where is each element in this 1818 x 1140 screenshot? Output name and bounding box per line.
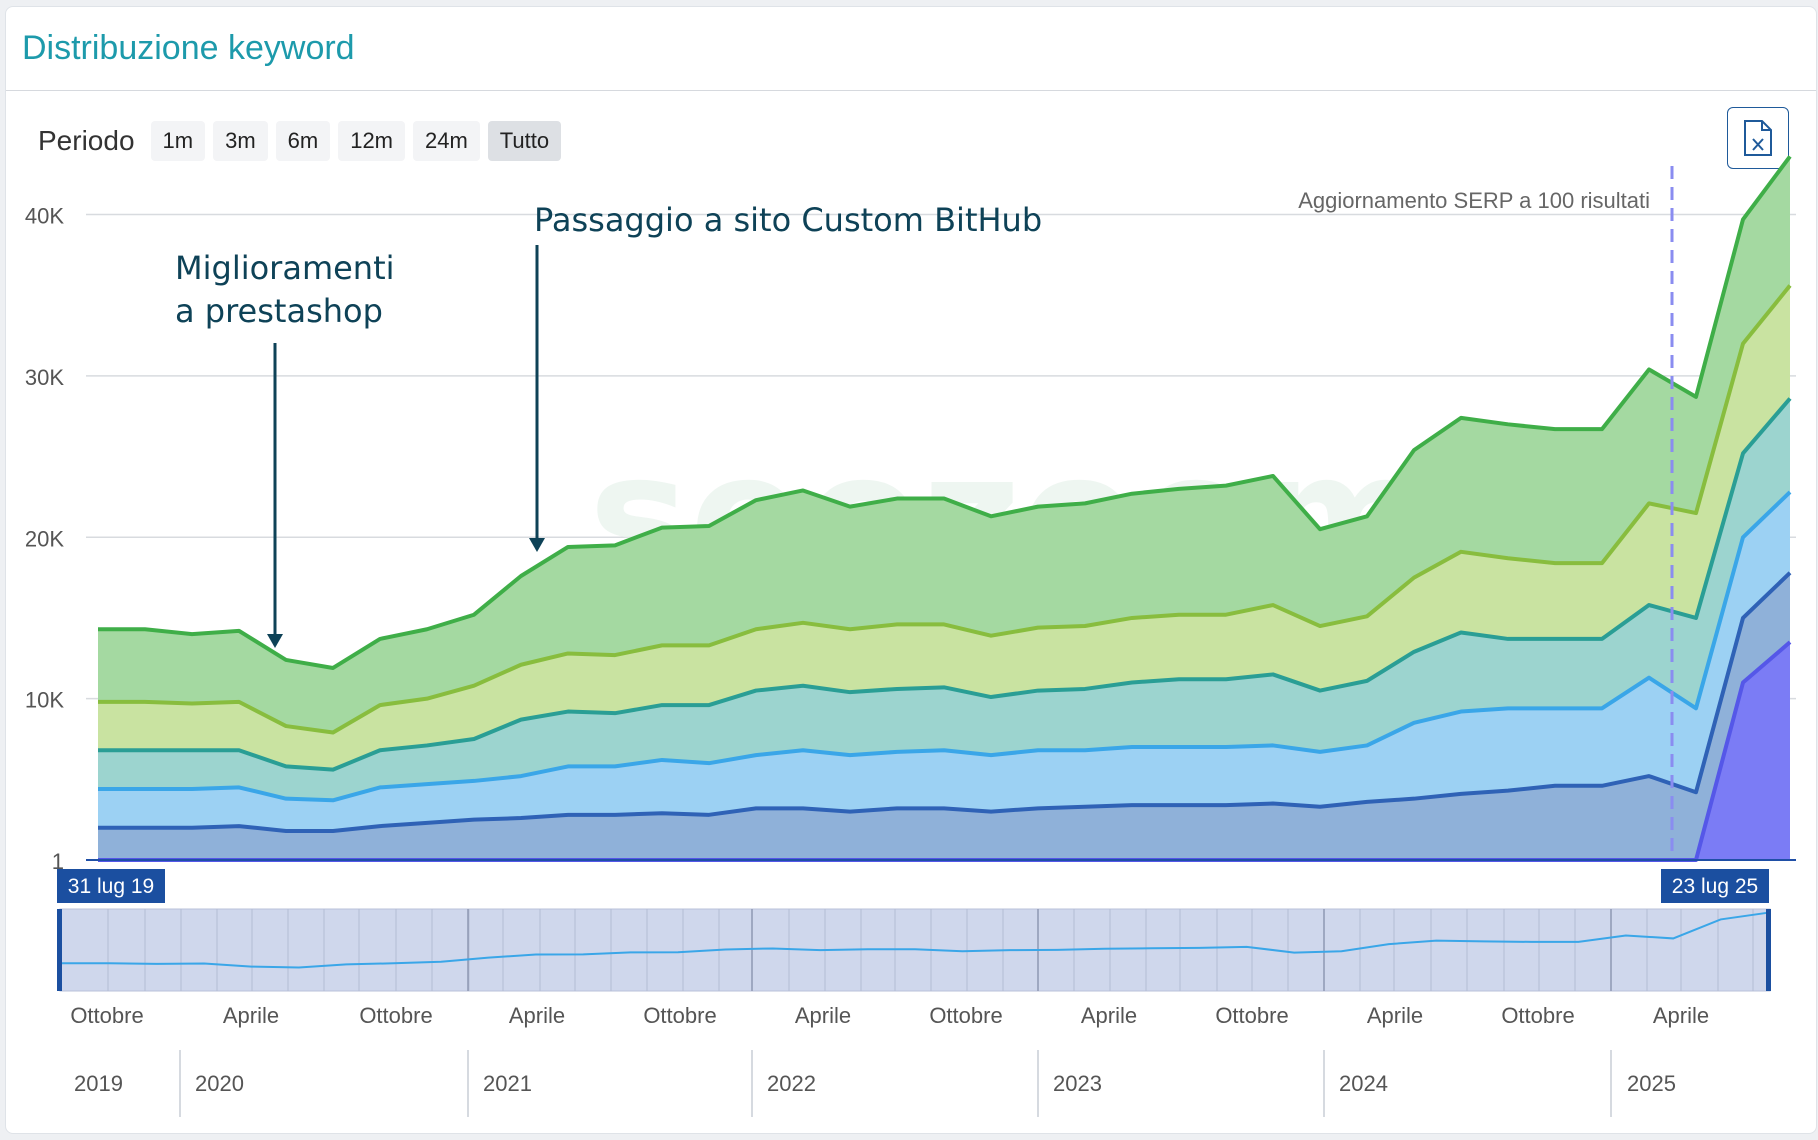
navigator-left-handle[interactable] <box>57 909 62 991</box>
month-tick-label: Aprile <box>1081 1003 1137 1028</box>
area-pos-31-50 <box>98 285 1790 770</box>
navigator-right-handle[interactable] <box>1766 909 1771 991</box>
year-tick-label: 2025 <box>1627 1071 1676 1096</box>
period-6m-button[interactable]: 6m <box>275 121 331 161</box>
period-all-button[interactable]: Tutto <box>487 121 562 161</box>
card-title: Distribuzione keyword <box>22 29 355 67</box>
month-tick-label: Ottobre <box>359 1003 432 1028</box>
month-tick-label: Ottobre <box>1501 1003 1574 1028</box>
navigator-end-label: 23 lug 25 <box>1672 875 1758 898</box>
navigator-start-label: 31 lug 19 <box>68 875 154 898</box>
period-selector: Periodo 1m 3m 6m 12m 24m Tutto <box>38 120 562 162</box>
series-line-2 <box>98 571 1792 833</box>
series-line-6 <box>98 155 1792 670</box>
area-pos-21-30 <box>98 398 1790 801</box>
serp-update-label: Aggiornamento SERP a 100 risultati <box>1298 188 1650 213</box>
year-tick-label: 2023 <box>1053 1071 1102 1096</box>
month-tick-label: Aprile <box>223 1003 279 1028</box>
year-tick-label: 2022 <box>767 1071 816 1096</box>
annotation-miglioramenti: Miglioramenti <box>175 249 395 287</box>
period-24m-button[interactable]: 24m <box>413 121 480 161</box>
y-tick-label: 40K <box>25 204 64 229</box>
month-tick-label: Aprile <box>1653 1003 1709 1028</box>
month-tick-label: Ottobre <box>643 1003 716 1028</box>
month-tick-label: Aprile <box>795 1003 851 1028</box>
month-tick-label: Aprile <box>509 1003 565 1028</box>
month-tick-label: Ottobre <box>70 1003 143 1028</box>
month-tick-label: Ottobre <box>929 1003 1002 1028</box>
navigator-end-badge <box>1661 869 1769 903</box>
excel-export-button[interactable] <box>1727 107 1789 169</box>
year-tick-label: 2020 <box>195 1071 244 1096</box>
year-tick-label: 2021 <box>483 1071 532 1096</box>
area-pos-4-10 <box>98 572 1790 860</box>
card-header: Distribuzione keyword <box>6 7 1816 91</box>
period-12m-button[interactable]: 12m <box>338 121 405 161</box>
period-1m-button[interactable]: 1m <box>150 121 206 161</box>
area-pos-51-100 <box>98 156 1790 733</box>
annotation-arrow-1-head <box>267 634 283 648</box>
month-tick-label: Aprile <box>1367 1003 1423 1028</box>
navigator-series-line <box>62 911 1769 969</box>
y-tick-label: 10K <box>25 688 64 713</box>
annotation-arrow-2-head <box>529 538 545 552</box>
series-line-3 <box>98 490 1792 803</box>
year-tick-label: 2024 <box>1339 1071 1388 1096</box>
y-tick-label: 20K <box>25 526 64 551</box>
month-tick-label: Ottobre <box>1215 1003 1288 1028</box>
series-line-4 <box>98 397 1792 772</box>
period-label: Periodo <box>38 125 135 156</box>
excel-export-icon <box>1744 120 1772 156</box>
annotation-passaggio-bithub: Passaggio a sito Custom BitHub <box>534 201 1042 239</box>
y-tick-label: 30K <box>25 365 64 390</box>
period-3m-button[interactable]: 3m <box>213 121 268 161</box>
annotation-prestashop: a prestashop <box>175 292 383 330</box>
series-line-5 <box>98 284 1792 735</box>
navigator-start-badge <box>57 869 165 903</box>
year-tick-label: 2019 <box>74 1071 123 1096</box>
y-tick-label: 1 <box>52 849 64 874</box>
